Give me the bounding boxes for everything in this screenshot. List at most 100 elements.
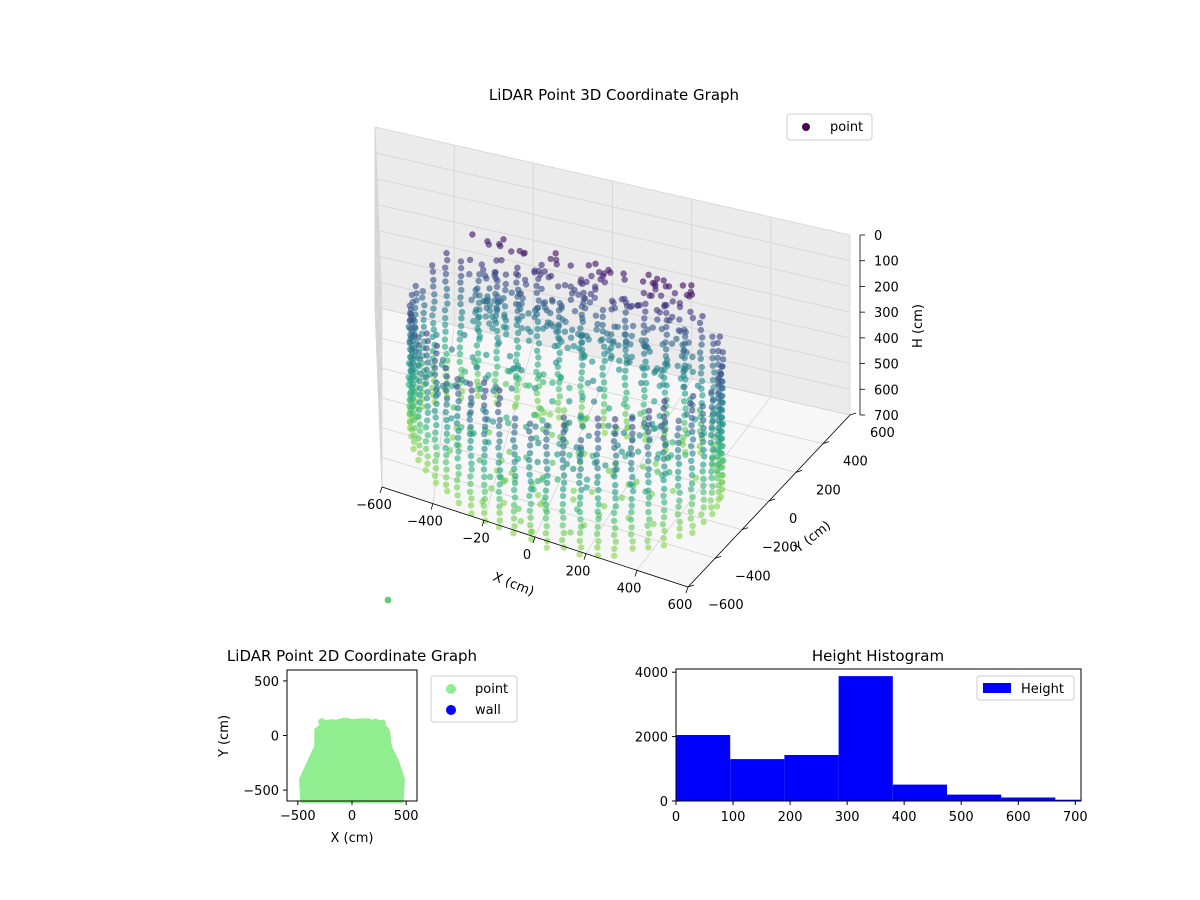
cloud-point: [618, 448, 625, 455]
cloud-point: [661, 485, 668, 493]
cloud-point: [514, 394, 521, 401]
cloud-point: [561, 328, 569, 335]
cloud-point: [559, 492, 567, 500]
cloud-point: [534, 318, 542, 325]
cloud-point: [612, 452, 620, 459]
cloud-point: [473, 342, 481, 349]
cloud-point: [502, 286, 509, 294]
cloud-point: [495, 444, 502, 451]
cloud-point: [442, 264, 449, 271]
cloud-point: [495, 459, 502, 466]
cloud-point: [646, 436, 653, 443]
cloud-point: [700, 461, 707, 468]
legend-histogram-swatch: [983, 683, 1011, 693]
cloud-point: [543, 422, 551, 429]
cloud-point: [433, 400, 440, 407]
cloud-point: [688, 414, 696, 422]
cloud-point: [555, 321, 562, 328]
cloud-point: [707, 431, 715, 439]
cloud-point: [552, 250, 559, 257]
cloud-point: [443, 452, 450, 459]
cloud-point: [496, 517, 503, 524]
cloud-point: [534, 458, 541, 466]
cloud-point: [543, 523, 550, 530]
cloud-point: [688, 465, 696, 472]
cloud-point: [500, 323, 508, 331]
cloud-point: [646, 516, 653, 523]
cloud-point: [456, 358, 463, 365]
cloud-point: [416, 355, 423, 363]
cloud-point: [544, 479, 551, 486]
cloud-point: [689, 529, 696, 536]
cloud-point: [645, 500, 652, 508]
cloud-point: [518, 300, 525, 307]
cloud-point: [470, 317, 477, 325]
cloud-point: [594, 436, 602, 443]
cloud-point: [416, 391, 423, 399]
histogram-bar: [730, 759, 785, 801]
cloud-point: [675, 503, 682, 511]
cloud-point: [616, 366, 623, 373]
cloud-point: [424, 417, 431, 424]
cloud-point: [474, 325, 481, 333]
cloud-point: [566, 384, 573, 391]
cloud-point: [594, 495, 602, 502]
z-tick-label-3d: 0: [874, 229, 882, 244]
cloud-point: [534, 397, 541, 405]
cloud-point: [699, 468, 706, 475]
cloud-point: [645, 479, 652, 486]
cloud-point: [535, 439, 542, 447]
cloud-point: [676, 532, 683, 540]
cloud-point: [538, 261, 545, 269]
cloud-point: [475, 277, 482, 285]
cloud-point: [612, 460, 619, 467]
cloud-point: [708, 388, 715, 396]
cloud-point: [429, 268, 437, 275]
cloud-point: [406, 302, 414, 309]
cloud-point: [687, 515, 694, 522]
cloud-point: [710, 396, 717, 403]
cloud-point: [511, 479, 519, 487]
x-tick-mark-3d: [430, 503, 434, 510]
cloud-point: [442, 365, 449, 372]
cloud-point: [640, 322, 647, 329]
cloud-point: [661, 360, 669, 368]
cloud-point: [535, 354, 542, 361]
cloud-point: [432, 392, 440, 400]
cloud-point: [453, 484, 461, 491]
cloud-point: [410, 445, 417, 452]
cloud-point: [559, 456, 566, 464]
cloud-point: [549, 323, 557, 330]
cloud-point: [621, 331, 628, 338]
legend-3d-marker: [802, 123, 810, 131]
cloud-point: [415, 413, 422, 420]
cloud-point: [415, 435, 422, 442]
cloud-point: [528, 536, 535, 543]
histogram-x-tick-label: 100: [721, 810, 746, 825]
cloud-point: [643, 364, 650, 371]
cloud-point: [409, 359, 417, 367]
cloud-point: [708, 424, 715, 431]
cloud-point: [526, 471, 533, 478]
cloud-point: [698, 431, 705, 439]
cloud-point: [689, 392, 697, 400]
y-tick-mark-3d: [687, 584, 695, 588]
cloud-point: [415, 406, 423, 414]
cloud-point: [644, 443, 651, 451]
cloud-point: [578, 404, 585, 411]
cloud-point: [527, 500, 535, 508]
cloud-point: [431, 472, 439, 480]
cloud-point: [556, 299, 563, 307]
cloud-point: [513, 270, 520, 277]
cloud-point: [592, 260, 599, 267]
cloud-point: [475, 320, 482, 327]
cloud-point: [508, 385, 515, 392]
cloud-point: [699, 403, 706, 410]
cloud-point: [718, 363, 725, 370]
cloud-point: [512, 472, 519, 480]
cloud-point: [410, 373, 417, 380]
cloud-point: [714, 467, 721, 474]
cloud-point: [420, 309, 427, 317]
cloud-point: [474, 392, 482, 399]
cloud-point: [496, 438, 503, 445]
